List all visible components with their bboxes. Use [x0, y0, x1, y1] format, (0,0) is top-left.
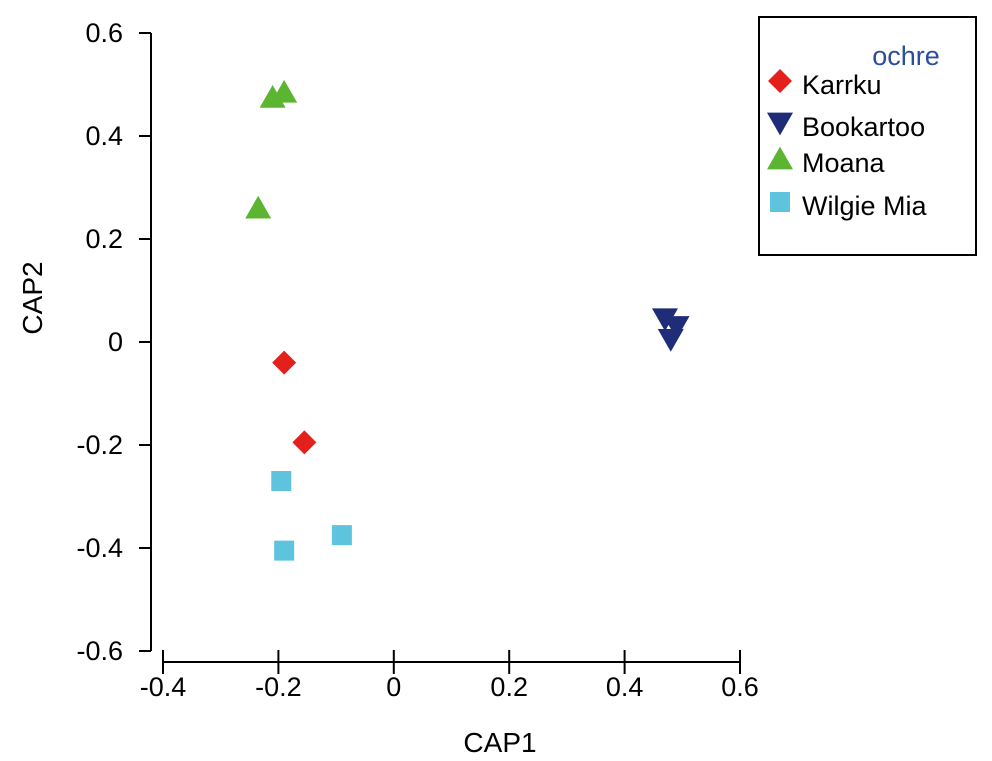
point-moana [271, 79, 298, 103]
y-tick-label: 0.4 [85, 121, 123, 151]
point-bookartoo [657, 329, 684, 352]
y-tick-label: 0 [108, 327, 123, 357]
point-wilgie-mia [331, 525, 352, 546]
x-tick-label: 0 [386, 672, 401, 702]
point-karrku [272, 350, 297, 375]
y-tick-label: -0.2 [76, 430, 123, 460]
x-tick-label: 0.2 [490, 672, 528, 702]
data-points [245, 79, 690, 561]
point-bookartoo [651, 308, 678, 332]
legend-marker-bookartoo [767, 112, 793, 136]
legend-label-bookartoo: Bookartoo [802, 112, 925, 142]
y-tick-label: 0.2 [85, 224, 123, 254]
y-tick-label: -0.4 [76, 533, 123, 563]
x-tick-label: 0.4 [606, 672, 644, 702]
y-tick-label: 0.6 [85, 18, 123, 48]
legend: ochre Karrku Bookartoo Moana Wilgie Mia [758, 16, 977, 256]
axes: 0.6 0.4 0.2 0 -0.2 -0.4 -0.6 -0.4 -0.2 0 0.2 0.4 0.6 [76, 18, 758, 702]
legend-marker-moana [767, 146, 793, 170]
legend-label-moana: Moana [802, 148, 886, 178]
point-moana [245, 195, 272, 219]
point-wilgie-mia [271, 471, 292, 492]
point-karrku [292, 430, 317, 455]
legend-label-karrku: Karrku [802, 70, 882, 100]
legend-box [758, 16, 977, 256]
x-tick-label: 0.6 [721, 672, 759, 702]
legend-title: ochre [872, 41, 940, 71]
x-tick-label: -0.4 [140, 672, 187, 702]
y-axis-title: CAP2 [17, 261, 48, 334]
legend-marker-wilgie-mia [770, 192, 790, 212]
legend-items: Karrku Bookartoo Moana Wilgie Mia [767, 69, 928, 221]
x-axis-title: CAP1 [463, 727, 536, 756]
legend-marker-karrku [768, 69, 792, 93]
point-bookartoo [663, 316, 690, 339]
point-wilgie-mia [274, 540, 295, 561]
y-tick-label: -0.6 [76, 636, 123, 666]
x-tick-label: -0.2 [255, 672, 302, 702]
legend-label-wilgie-mia: Wilgie Mia [802, 191, 928, 221]
